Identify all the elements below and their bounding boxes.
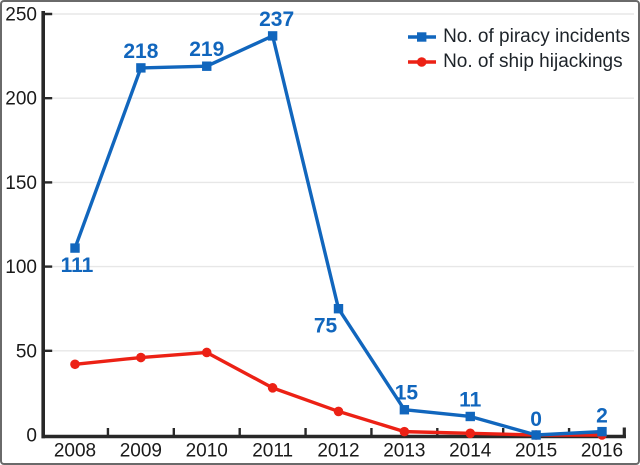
x-axis-label: 2013 [383, 441, 425, 462]
y-axis-label: 200 [5, 89, 37, 110]
y-axis-label: 0 [26, 426, 37, 447]
data-label: 218 [123, 40, 158, 63]
x-axis-label: 2015 [515, 441, 557, 462]
x-axis-label: 2014 [449, 441, 492, 462]
data-point-square [465, 411, 475, 422]
piracy-series-marker-icon [408, 32, 437, 42]
data-point-circle [399, 426, 410, 437]
data-point-square [136, 63, 146, 73]
data-point-square [202, 61, 212, 71]
y-axis-label: 100 [5, 257, 37, 278]
data-point-square [597, 426, 607, 437]
data-label: 15 [395, 382, 419, 405]
data-point-square [267, 31, 278, 41]
data-label: 0 [530, 408, 542, 431]
data-point-square [70, 243, 80, 253]
data-label: 111 [61, 254, 94, 277]
x-axis-label: 2008 [54, 441, 96, 462]
data-point-circle [70, 359, 80, 370]
x-axis-label: 2010 [186, 441, 228, 462]
no-of-piracy-incidents-line [73, 34, 604, 437]
data-label: 237 [259, 8, 294, 31]
data-point-square [333, 304, 344, 314]
data-label: 11 [459, 388, 482, 411]
data-label: 219 [189, 38, 224, 61]
data-point-circle [136, 352, 146, 363]
data-point-circle [267, 383, 278, 393]
x-axis-label: 2009 [120, 441, 162, 462]
data-point-square [531, 430, 541, 440]
y-axis-label: 150 [5, 173, 37, 194]
data-label: 75 [314, 315, 338, 338]
data-point-circle [201, 347, 212, 358]
legend-item-piracy-incidents: No. of piracy incidents [408, 26, 630, 48]
y-axis-label: 250 [5, 5, 37, 26]
data-point-square [399, 405, 410, 415]
data-point-circle [465, 428, 476, 439]
hijackings-series-marker-icon [408, 57, 437, 67]
legend-item-ship-hijackings: No. of ship hijackings [408, 51, 630, 73]
x-axis-label: 2011 [252, 441, 293, 462]
legend: No. of piracy incidents No. of ship hija… [408, 26, 630, 73]
y-axis-label: 50 [16, 341, 37, 362]
legend-label-piracy-incidents: No. of piracy incidents [443, 26, 630, 47]
data-label: 2 [596, 405, 608, 428]
legend-label-ship-hijackings: No. of ship hijackings [443, 51, 623, 72]
x-axis-label: 2012 [317, 441, 359, 462]
x-axis-label: 2016 [581, 441, 623, 462]
data-point-circle [333, 406, 344, 417]
no-of-ship-hijackings-line [73, 350, 604, 437]
